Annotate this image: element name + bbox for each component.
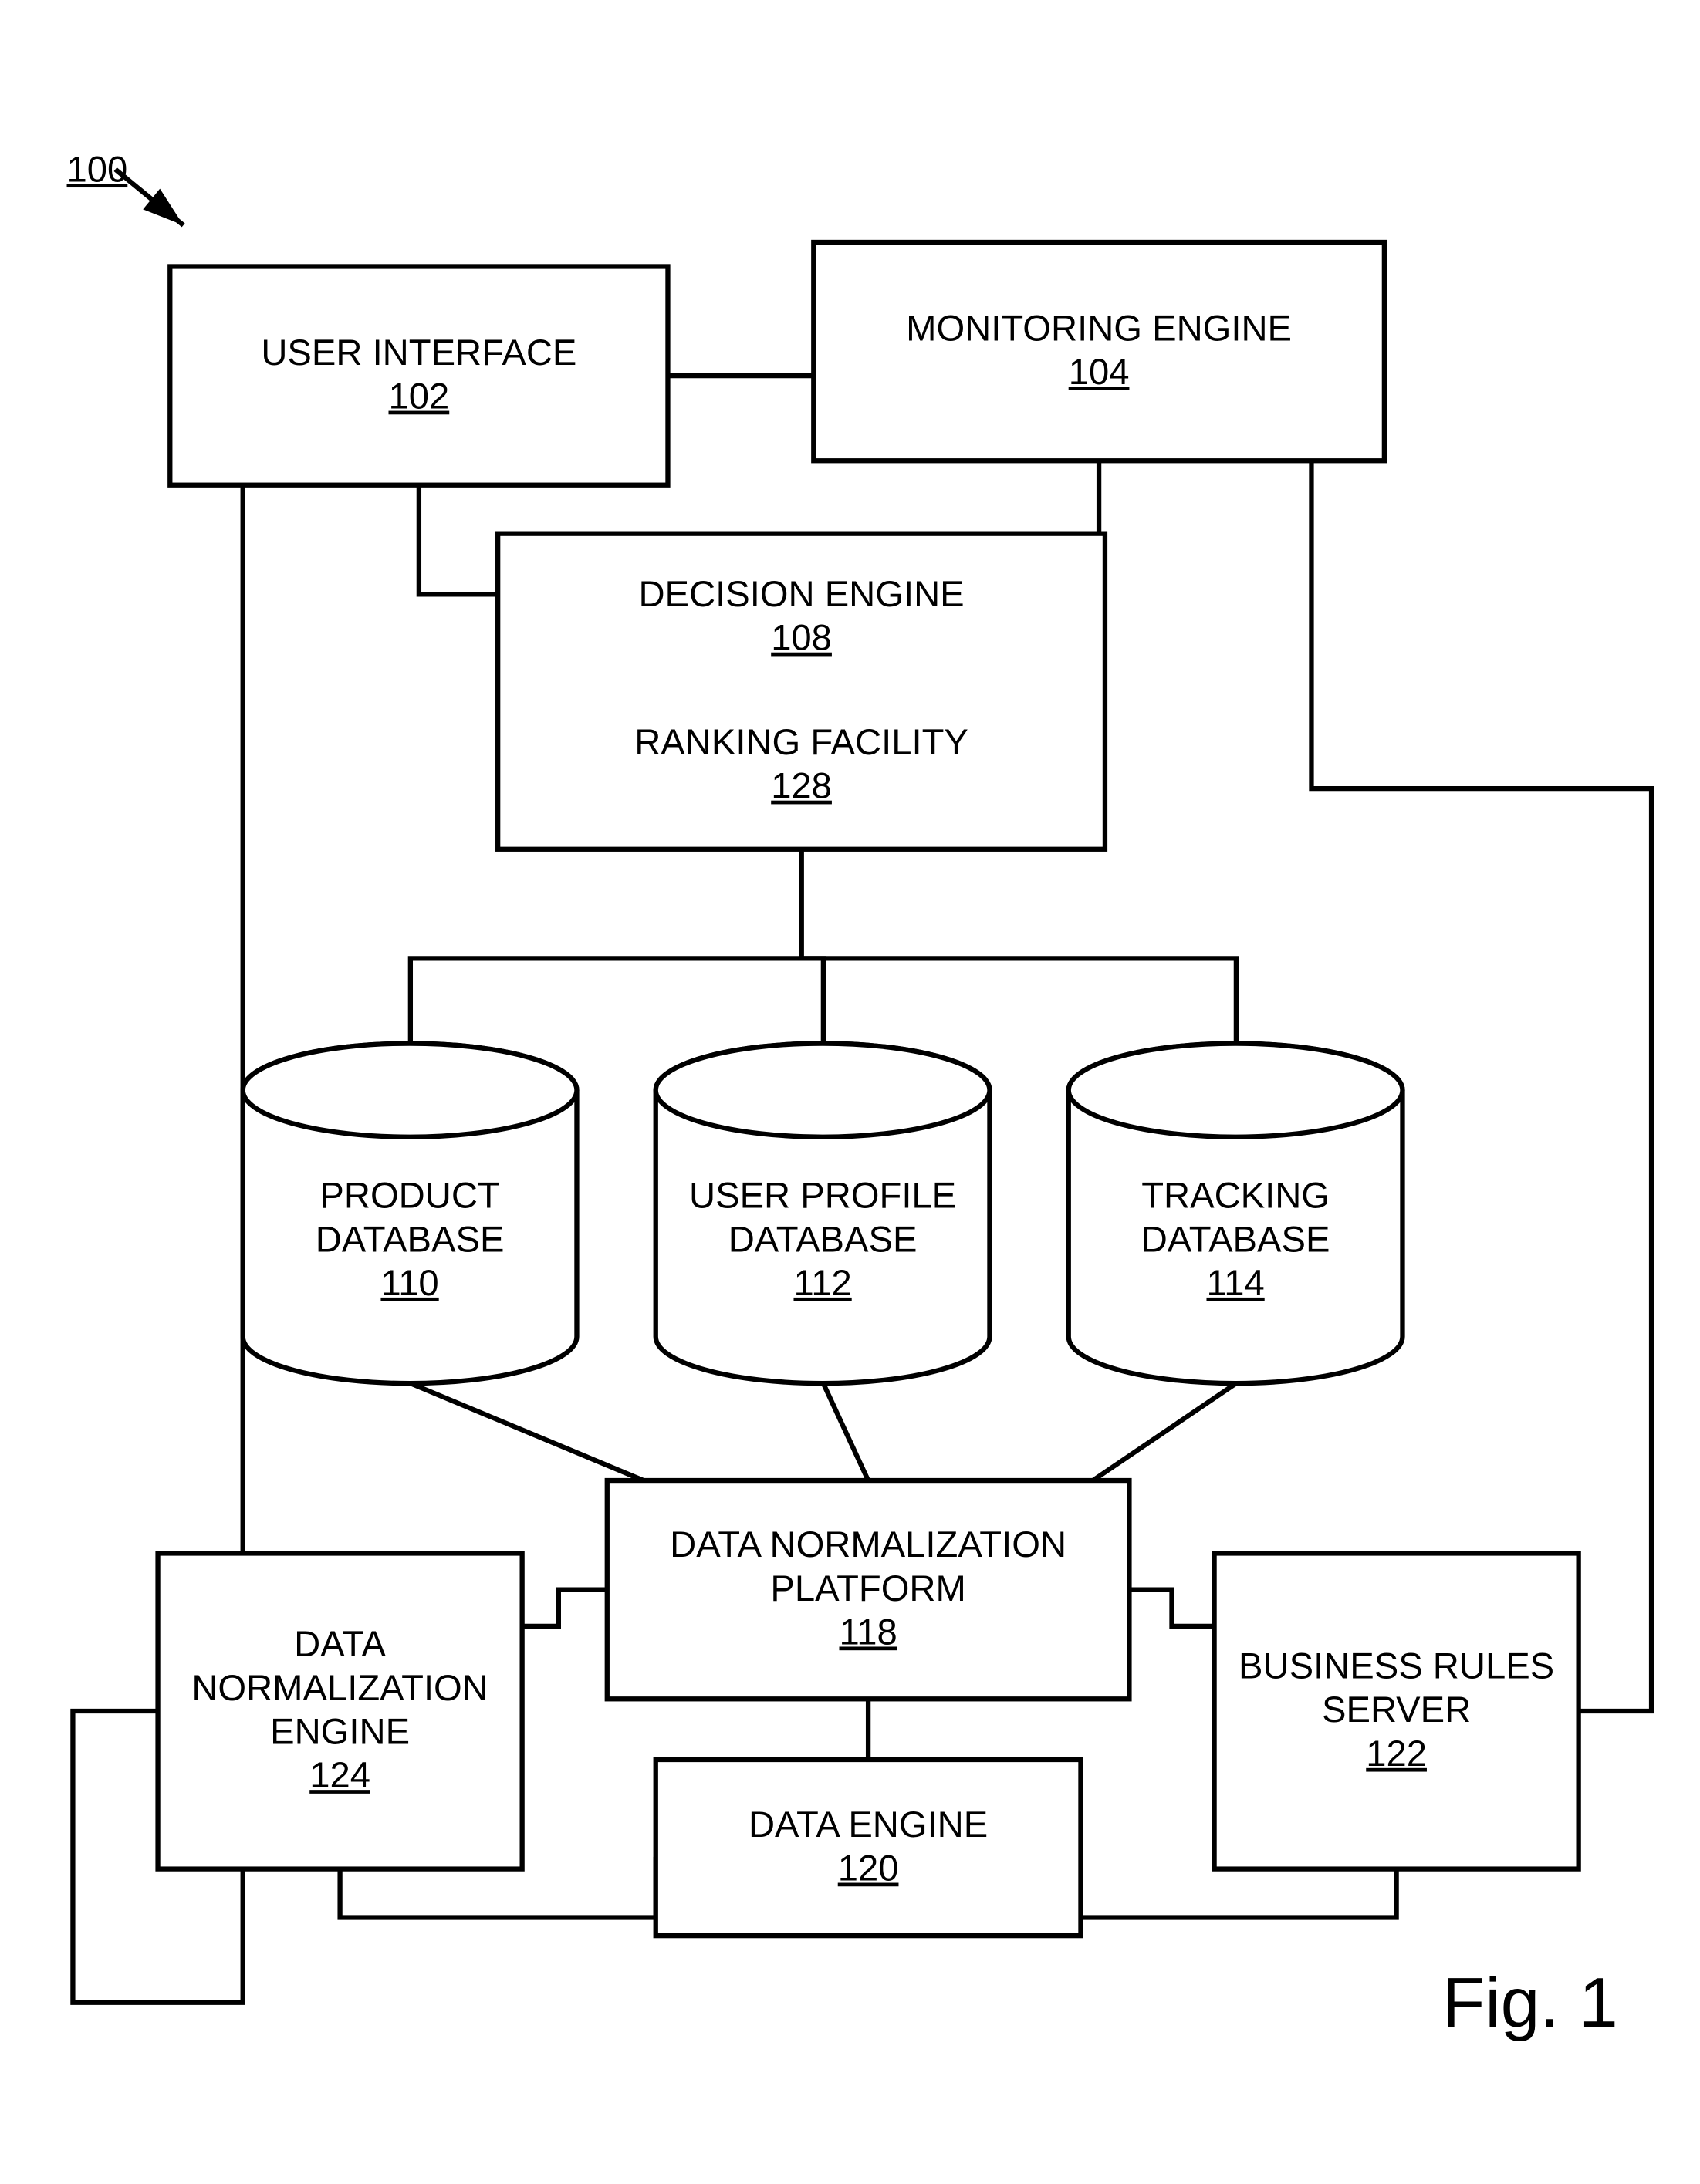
node-decision: DECISION ENGINE108 RANKING FACILITY128	[498, 534, 1105, 849]
svg-text:110: 110	[380, 1263, 438, 1304]
node-monitor: MONITORING ENGINE104	[813, 242, 1384, 461]
svg-text:USER INTERFACE: USER INTERFACE	[261, 332, 576, 373]
svg-text:122: 122	[1366, 1733, 1427, 1774]
svg-text:118: 118	[839, 1612, 897, 1652]
node-dengine: DATA ENGINE120	[656, 1760, 1081, 1936]
svg-text:128: 128	[771, 766, 832, 807]
svg-text:MONITORING ENGINE: MONITORING ENGINE	[906, 308, 1292, 349]
svg-text:DATABASE: DATABASE	[1141, 1219, 1330, 1260]
svg-text:PRODUCT: PRODUCT	[319, 1176, 499, 1217]
node-dnengine: DATANORMALIZATIONENGINE124	[158, 1553, 522, 1868]
node-db_prod: PRODUCTDATABASE110	[243, 1044, 577, 1384]
svg-text:PLATFORM: PLATFORM	[770, 1568, 965, 1609]
node-db_user: USER PROFILEDATABASE112	[656, 1044, 990, 1384]
system-diagram: USER INTERFACE102 MONITORING ENGINE104 DEC…	[0, 0, 1700, 2184]
svg-text:DATA NORMALIZATION: DATA NORMALIZATION	[670, 1524, 1066, 1565]
figure-caption: Fig. 1	[1442, 1963, 1618, 2042]
svg-text:DATA: DATA	[294, 1624, 386, 1665]
node-db_track: TRACKINGDATABASE114	[1069, 1044, 1403, 1384]
svg-text:114: 114	[1206, 1263, 1264, 1304]
svg-text:112: 112	[793, 1263, 851, 1304]
svg-text:DATABASE: DATABASE	[728, 1219, 918, 1260]
svg-text:NORMALIZATION: NORMALIZATION	[191, 1668, 488, 1709]
svg-text:TRACKING: TRACKING	[1141, 1176, 1330, 1217]
svg-text:BUSINESS RULES: BUSINESS RULES	[1239, 1646, 1554, 1687]
svg-text:120: 120	[838, 1848, 899, 1889]
node-ui: USER INTERFACE102	[170, 266, 667, 484]
svg-text:USER PROFILE: USER PROFILE	[689, 1176, 956, 1217]
svg-text:104: 104	[1069, 352, 1130, 393]
svg-text:102: 102	[389, 376, 450, 417]
svg-text:108: 108	[771, 618, 832, 659]
svg-text:RANKING FACILITY: RANKING FACILITY	[634, 722, 968, 763]
svg-text:DECISION ENGINE: DECISION ENGINE	[638, 574, 964, 615]
svg-text:124: 124	[309, 1755, 370, 1796]
node-brules: BUSINESS RULESSERVER122	[1215, 1553, 1579, 1868]
svg-text:ENGINE: ENGINE	[270, 1712, 410, 1753]
svg-text:DATA ENGINE: DATA ENGINE	[749, 1804, 988, 1845]
svg-text:DATABASE: DATABASE	[316, 1219, 505, 1260]
node-dnplat: DATA NORMALIZATIONPLATFORM118	[607, 1480, 1130, 1699]
svg-text:SERVER: SERVER	[1322, 1689, 1471, 1730]
